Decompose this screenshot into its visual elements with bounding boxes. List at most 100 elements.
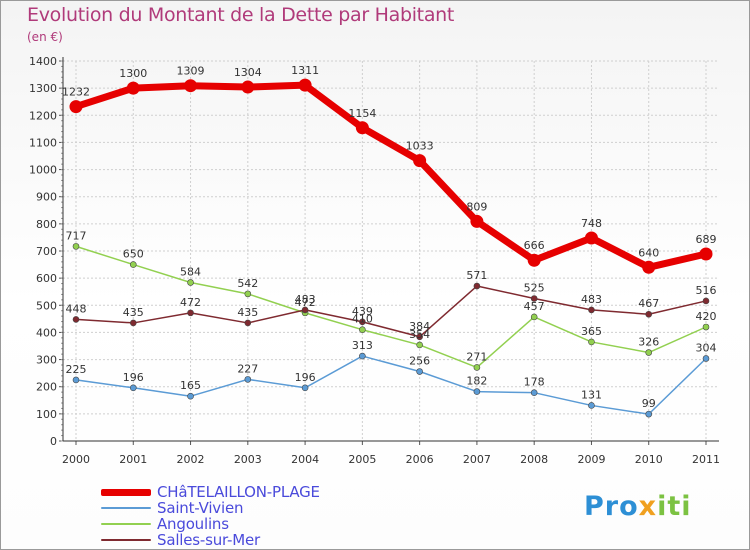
data-point [702, 355, 710, 362]
data-point [129, 384, 137, 392]
legend-label: CHâTELAILLON-PLAGE [157, 483, 320, 501]
data-point [645, 410, 653, 418]
y-tick-label: 1200 [29, 109, 57, 122]
y-tick-label: 1400 [29, 55, 57, 68]
data-point [416, 368, 423, 375]
data-label: 1309 [177, 65, 205, 78]
y-tick-label: 900 [36, 191, 57, 204]
data-point [413, 154, 427, 168]
data-label: 165 [180, 379, 201, 392]
data-label: 178 [524, 376, 545, 389]
data-point [416, 333, 423, 341]
legend-item-saint-vivien: Saint-Vivien [101, 500, 320, 516]
data-point [699, 247, 713, 261]
data-point [187, 309, 194, 317]
data-point [416, 341, 423, 349]
x-tick-label: 2003 [234, 453, 262, 466]
data-point [69, 100, 83, 114]
data-label: 717 [66, 229, 87, 242]
data-label: 410 [352, 313, 373, 326]
data-point [642, 260, 656, 274]
y-tick-label: 0 [50, 435, 57, 448]
legend-swatch [101, 539, 151, 541]
data-label: 313 [352, 339, 373, 352]
data-label: 131 [581, 388, 602, 401]
data-label: 1154 [348, 107, 376, 120]
data-point [187, 392, 194, 400]
x-tick-label: 2011 [692, 453, 720, 466]
data-point [129, 319, 137, 327]
legend-swatch [101, 523, 151, 525]
y-tick-label: 1300 [29, 82, 57, 95]
x-tick-label: 2007 [463, 453, 491, 466]
data-label: 483 [581, 293, 602, 306]
y-tick-label: 600 [36, 272, 57, 285]
data-label: 525 [524, 282, 545, 295]
unit-label: (en €) [27, 30, 63, 44]
data-label: 271 [466, 350, 487, 363]
data-point [244, 376, 252, 383]
data-point [129, 261, 137, 268]
data-label: 1311 [291, 64, 319, 77]
data-point [126, 81, 140, 95]
data-label: 457 [524, 300, 545, 313]
data-point [244, 290, 252, 298]
data-point [72, 316, 80, 323]
data-point [702, 297, 710, 305]
y-tick-label: 300 [36, 354, 57, 367]
data-label: 1304 [234, 66, 262, 79]
x-tick-label: 2004 [291, 453, 319, 466]
data-label: 256 [409, 355, 430, 368]
data-point [473, 364, 481, 371]
data-point [645, 310, 653, 318]
proxiti-logo: Proxiti [584, 491, 692, 522]
data-label: 571 [466, 269, 487, 282]
x-tick-label: 2008 [520, 453, 548, 466]
data-point [473, 282, 481, 290]
data-point [530, 313, 538, 321]
legend: CHâTELAILLON-PLAGE Saint-Vivien Angoulin… [101, 484, 320, 548]
legend-item-chatelaillon: CHâTELAILLON-PLAGE [101, 484, 320, 500]
data-point [470, 214, 484, 228]
data-point [241, 80, 255, 94]
chart-title: Evolution du Montant de la Dette par Hab… [27, 4, 455, 26]
x-tick-label: 2010 [635, 453, 663, 466]
data-label: 196 [123, 371, 144, 384]
data-label: 467 [638, 297, 659, 310]
series-line [75, 285, 707, 338]
legend-swatch [101, 488, 151, 496]
data-label: 448 [66, 302, 87, 315]
data-point [359, 318, 366, 326]
data-label: 326 [638, 336, 659, 349]
x-tick-label: 2005 [348, 453, 376, 466]
legend-swatch [101, 507, 151, 509]
y-tick-label: 500 [36, 299, 57, 312]
data-point [301, 306, 309, 314]
data-point [584, 231, 598, 245]
x-tick-label: 2002 [177, 453, 205, 466]
data-point [527, 253, 541, 267]
series-line [75, 245, 707, 369]
data-label: 439 [352, 305, 373, 318]
data-label: 650 [123, 248, 144, 261]
data-label: 472 [295, 296, 316, 309]
data-label: 420 [696, 310, 717, 323]
data-point [588, 338, 595, 346]
x-tick-label: 2001 [119, 453, 147, 466]
legend-item-angoulins: Angoulins [101, 516, 320, 532]
data-label: 99 [642, 397, 656, 410]
data-label: 483 [295, 293, 316, 306]
data-label: 384 [409, 320, 430, 333]
data-label: 640 [638, 246, 659, 259]
y-tick-label: 700 [36, 245, 57, 258]
data-label: 584 [180, 265, 201, 278]
data-label: 748 [581, 217, 602, 230]
x-tick-label: 2006 [406, 453, 434, 466]
data-label: 227 [237, 362, 258, 375]
x-tick-label: 2009 [577, 453, 605, 466]
data-label: 516 [696, 284, 717, 297]
data-point [702, 323, 710, 331]
series-line [72, 81, 710, 271]
data-point [359, 326, 366, 334]
data-label: 1033 [406, 140, 434, 153]
